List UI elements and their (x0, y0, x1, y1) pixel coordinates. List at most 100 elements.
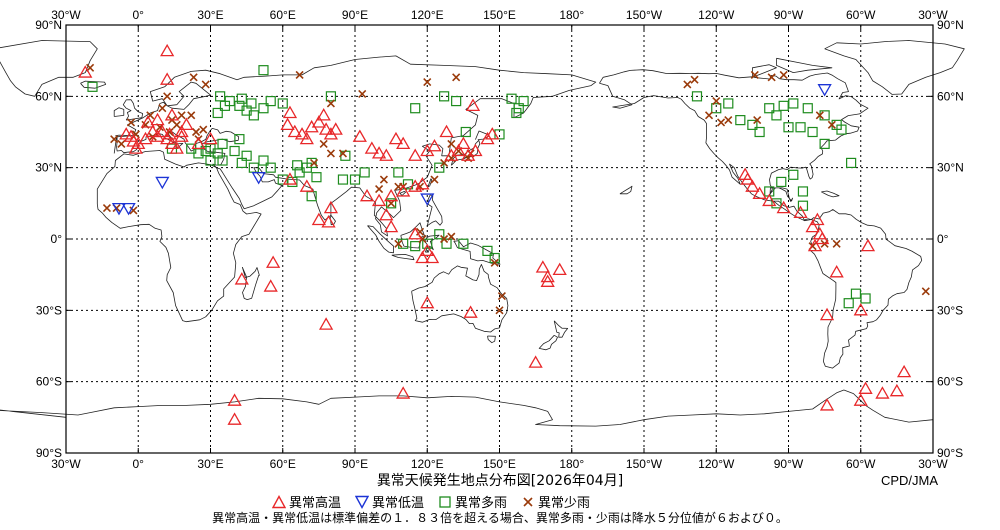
legend-item-dry: 異常少雨 (521, 492, 590, 511)
hot-marker (179, 117, 194, 131)
station-markers (78, 43, 930, 425)
map-title: 異常天候発生地点分布図[2026年04月] (376, 473, 624, 489)
lon-label-bottom: 150°E (483, 457, 516, 470)
lon-label-bottom: 150°W (626, 457, 663, 470)
cold-marker (121, 202, 136, 216)
wet-marker (258, 65, 269, 76)
legend-label-wet: 異常多雨 (455, 496, 508, 511)
coastline (538, 334, 558, 351)
hot-marker (776, 200, 791, 214)
hot-marker (321, 215, 336, 228)
cold-marker (817, 84, 832, 97)
wet-marker (258, 155, 269, 166)
wet-marker (850, 288, 862, 299)
lon-label-top: 30°E (197, 8, 223, 22)
coastline (427, 178, 433, 188)
hot-marker (150, 112, 165, 126)
hot-marker (396, 184, 411, 197)
hot-marker (860, 238, 876, 252)
hot-marker (160, 43, 175, 57)
hot-marker (164, 136, 180, 150)
hot-marker (379, 207, 394, 221)
wet-marker (277, 98, 288, 109)
lon-label-top: 120°E (411, 8, 444, 22)
hot-marker (128, 141, 143, 154)
hot-marker (807, 238, 823, 252)
wet-marker (434, 229, 445, 240)
hot-marker (371, 146, 387, 159)
dry-marker (326, 149, 335, 158)
hot-marker (227, 393, 242, 406)
wet-marker (860, 293, 871, 304)
wet-marker (349, 174, 361, 185)
dry-marker (423, 78, 432, 87)
lon-label-top: 60°E (270, 8, 296, 22)
square-icon (439, 495, 451, 508)
wet-marker (306, 157, 317, 169)
wet-marker (711, 103, 722, 114)
hot-marker (359, 188, 375, 202)
dry-marker (779, 70, 788, 79)
hot-marker (323, 200, 339, 214)
hot-marker (299, 179, 314, 192)
hot-marker (384, 188, 399, 202)
dry-marker (490, 258, 499, 267)
lon-label-bottom: 30°W (918, 457, 948, 470)
dry-marker (177, 111, 186, 120)
cold-marker (251, 172, 266, 185)
lon-label-top: 60°W (846, 8, 876, 22)
dry-marker (189, 73, 198, 82)
dry-marker (191, 127, 201, 137)
coastline (241, 266, 260, 300)
coastline (752, 64, 777, 78)
wet-marker (434, 162, 445, 173)
lat-label-left: 60°S (36, 375, 62, 389)
wet-marker (246, 98, 257, 109)
hot-marker (415, 250, 430, 264)
dry-marker (753, 116, 762, 125)
lat-label-right: 30°S (937, 303, 963, 317)
coastline (399, 191, 406, 196)
hot-marker (528, 355, 543, 368)
hot-marker (160, 72, 175, 85)
wet-marker (265, 95, 276, 107)
lon-label-bottom: 120°W (698, 457, 735, 470)
lon-label-bottom: 30°E (197, 457, 223, 470)
hot-marker (552, 262, 567, 276)
coastline (619, 185, 633, 195)
legend-label-dry: 異常少雨 (538, 496, 591, 511)
dry-marker (497, 292, 506, 301)
wet-marker (258, 103, 269, 114)
hot-marker (793, 205, 808, 218)
hot-marker (311, 212, 326, 226)
dry-marker (117, 139, 126, 148)
hot-marker (162, 127, 177, 140)
hot-marker (379, 148, 394, 161)
hot-marker (318, 122, 334, 135)
wet-marker (393, 167, 404, 178)
wet-marker (292, 160, 303, 171)
legend-item-cold: 異常低温 (355, 492, 424, 511)
wet-marker (212, 107, 223, 119)
hot-marker (465, 98, 481, 111)
hot-marker (819, 398, 835, 411)
cold-marker (111, 202, 127, 216)
coastline (0, 389, 934, 454)
dry-marker (379, 175, 388, 184)
hot-marker (282, 105, 298, 119)
coastline (391, 254, 415, 261)
dry-marker (394, 239, 403, 248)
coastline (553, 320, 569, 338)
hot-marker (352, 129, 367, 142)
lon-label-bottom: 30°W (51, 457, 81, 470)
coastline (0, 40, 98, 97)
lon-label-top: 30°W (918, 8, 948, 22)
hot-marker (265, 255, 281, 268)
cold-marker (155, 176, 170, 190)
dry-marker (158, 104, 167, 113)
hot-marker (227, 412, 242, 425)
hot-marker (408, 148, 423, 161)
wet-marker (764, 103, 775, 114)
hot-marker (420, 295, 435, 309)
wet-marker (236, 157, 247, 169)
